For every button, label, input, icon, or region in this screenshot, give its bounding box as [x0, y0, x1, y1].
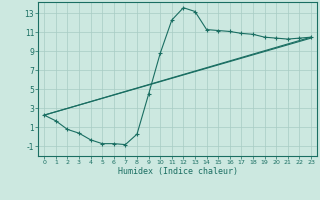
X-axis label: Humidex (Indice chaleur): Humidex (Indice chaleur) [118, 167, 238, 176]
